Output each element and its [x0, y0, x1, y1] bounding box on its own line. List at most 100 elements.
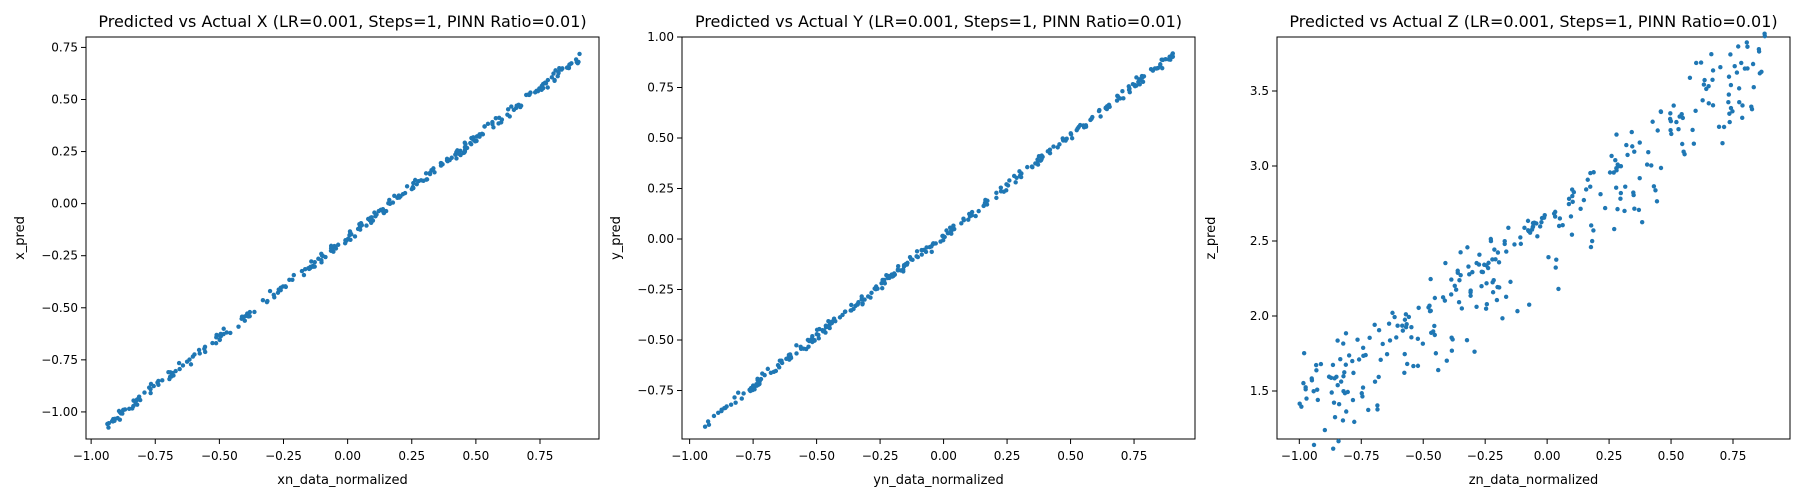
scatter-point [423, 171, 429, 176]
scatter-point [1411, 363, 1416, 369]
scatter-point [895, 268, 901, 273]
scatter-point [1335, 338, 1340, 343]
scatter-point [202, 346, 207, 351]
scatter-point [557, 66, 562, 71]
scatter-point [275, 290, 281, 295]
scatter-point [228, 330, 233, 336]
scatter-point [287, 277, 292, 282]
plot-area [1276, 36, 1791, 440]
scatter-point [177, 366, 182, 372]
scatter-point [106, 425, 111, 430]
scatter-point [567, 62, 572, 67]
scatter-point [301, 272, 307, 278]
scatter-point [1367, 335, 1372, 341]
scatter-point [1350, 397, 1356, 403]
scatter-point [398, 194, 403, 199]
scatter-point [1668, 128, 1673, 133]
scatter-point [1069, 136, 1075, 141]
scatter-point [1468, 293, 1473, 298]
scatter-point [514, 103, 519, 108]
scatter-point [1529, 227, 1535, 232]
scatter-point [1602, 205, 1608, 211]
scatter-point [1387, 338, 1393, 343]
scatter-point [1402, 317, 1408, 322]
scatter-point [1402, 351, 1407, 357]
scatter-point [1679, 112, 1684, 117]
scatter-point [1303, 387, 1308, 392]
scatter-point [535, 88, 541, 94]
scatter-point [1360, 394, 1365, 399]
scatter-point [462, 147, 468, 153]
scatter-point [833, 318, 838, 324]
scatter-point [577, 51, 582, 57]
scatter-point [1453, 287, 1459, 292]
scatter-point [1355, 337, 1360, 342]
y-tick-label: 3.0 [1250, 159, 1269, 173]
scatter-point [765, 366, 771, 372]
x-tick-label: −0.50 [201, 449, 238, 463]
scatter-point [976, 208, 981, 214]
scatter-point [1168, 57, 1173, 62]
scatter-point [1728, 52, 1733, 57]
scatter-point [741, 391, 746, 396]
scatter-point [1442, 298, 1448, 303]
x-axis-ticks: −1.00 −0.75 −0.50 −0.25 0.00 0.25 0.50 0.75 [73, 439, 553, 463]
scatter-point [352, 234, 358, 239]
x-tick-label: −1.00 [1281, 449, 1318, 463]
scatter-point [1342, 390, 1348, 396]
scatter-point [540, 86, 545, 91]
scatter-point [1390, 310, 1395, 316]
scatter-point [170, 371, 175, 377]
scatter-point [1512, 242, 1517, 247]
scatter-point [1036, 153, 1042, 159]
scatter-point [1338, 356, 1343, 362]
scatter-point [1700, 98, 1705, 103]
y-axis-ticks: 1.5 2.0 2.5 3.0 3.5 [1250, 84, 1277, 398]
scatter-point [482, 124, 487, 129]
scatter-point [1611, 170, 1616, 175]
scatter-point [1341, 341, 1346, 346]
scatter-point [1624, 142, 1629, 148]
scatter-point [1114, 98, 1120, 103]
scatter-point [773, 368, 779, 374]
scatter-point [1632, 149, 1637, 154]
scatter-point [1554, 257, 1559, 262]
scatter-point [1591, 228, 1596, 233]
scatter-point [412, 177, 418, 183]
scatter-point [1443, 260, 1448, 266]
scatter-point [473, 139, 478, 144]
scatter-point [1570, 193, 1575, 199]
scatter-point [1759, 69, 1764, 74]
y-tick-label: 0.00 [51, 197, 78, 211]
scatter-point [1739, 60, 1744, 66]
scatter-point [1409, 335, 1414, 340]
scatter-point [983, 197, 988, 203]
scatter-point [156, 382, 161, 388]
scatter-point [1375, 407, 1380, 412]
x-tick-label: −0.75 [735, 449, 772, 463]
scatter-point [1494, 297, 1500, 303]
scatter-point [1098, 114, 1103, 119]
scatter-point [1474, 260, 1479, 266]
scatter-point [1525, 218, 1531, 224]
scatter-point [1406, 314, 1412, 320]
scatter-point [829, 320, 835, 326]
scatter-point [1458, 250, 1463, 255]
scatter-point [994, 195, 999, 201]
scatter-point [1698, 60, 1704, 65]
scatter-point [982, 201, 988, 206]
scatter-point [1622, 208, 1627, 214]
scatter-point [969, 209, 975, 215]
scatter-point [1120, 89, 1125, 94]
scatter-point [1556, 286, 1561, 292]
y-axis-label: z_pred [1204, 217, 1219, 260]
scatter-point [1629, 129, 1634, 135]
scatter-point [239, 316, 244, 321]
scatter-point [1557, 216, 1563, 221]
scatter-point [966, 217, 971, 222]
scatter-point [526, 92, 531, 97]
scatter-point [826, 324, 832, 329]
scatter-point [1432, 332, 1437, 338]
y-tick-label: 0.50 [647, 131, 674, 145]
